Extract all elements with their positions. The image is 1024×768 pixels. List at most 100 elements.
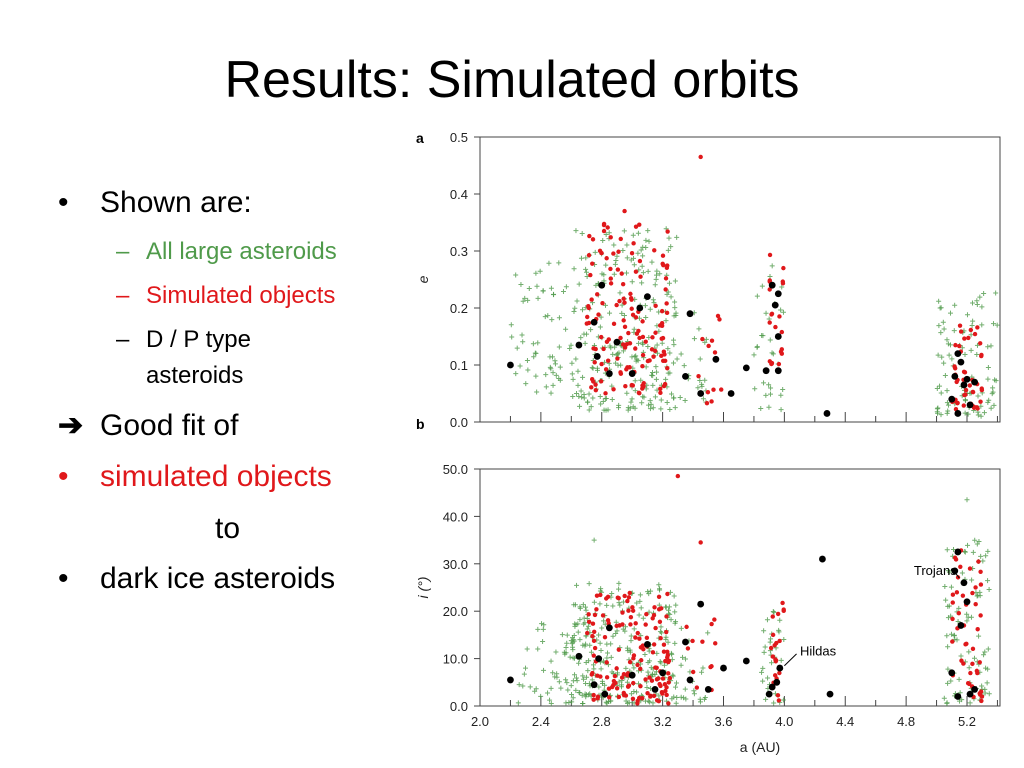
green-cross-point [634, 689, 640, 695]
green-cross-point [958, 653, 964, 659]
green-cross-point [569, 360, 575, 366]
green-cross-point [653, 364, 659, 370]
green-cross-point [572, 672, 578, 678]
red-dot-point [768, 645, 774, 651]
red-dot-point [647, 675, 652, 680]
green-cross-point [761, 628, 767, 634]
red-dot-point [630, 312, 636, 318]
red-dot-point [975, 627, 980, 632]
green-cross-point [956, 605, 962, 611]
green-cross-point [637, 598, 643, 604]
red-dot-point [589, 385, 594, 390]
green-cross-point [597, 601, 603, 607]
red-dot-point [619, 271, 624, 276]
green-cross-point [520, 683, 526, 689]
black-dot-point [651, 686, 659, 693]
red-dot-point [595, 696, 600, 701]
black-dot-point [971, 378, 979, 386]
green-cross-point [520, 339, 526, 345]
red-dot-point [663, 688, 668, 694]
red-dot-point [620, 610, 625, 615]
red-dot-point [657, 619, 663, 625]
black-dot-point [774, 290, 782, 298]
red-dot-point [715, 313, 721, 319]
red-dot-point [773, 324, 778, 330]
green-cross-point [548, 285, 554, 291]
green-cross-point [605, 650, 611, 656]
green-cross-point [624, 255, 630, 261]
green-cross-point [990, 385, 996, 391]
green-cross-point [650, 373, 656, 379]
green-cross-point [566, 700, 572, 706]
red-dot-point [978, 582, 984, 587]
green-cross-point [521, 671, 527, 677]
green-cross-point [632, 405, 638, 411]
red-dot-point [598, 592, 603, 598]
red-dot-point [651, 613, 657, 618]
red-dot-point [622, 593, 627, 599]
green-cross-point [776, 627, 782, 633]
green-cross-point [636, 612, 642, 618]
black-dot-point [966, 690, 974, 698]
y-tick-label: 0.5 [450, 130, 468, 145]
green-cross-point [941, 326, 947, 332]
red-dot-point [611, 321, 617, 327]
green-cross-point [778, 392, 784, 398]
green-cross-point [589, 365, 595, 371]
red-dot-point [662, 682, 668, 687]
green-cross-point [984, 680, 990, 686]
green-cross-point [648, 401, 654, 407]
black-dot-point [686, 676, 694, 684]
red-dot-point [964, 641, 969, 646]
red-dot-point [600, 613, 606, 618]
green-cross-point [754, 293, 760, 299]
green-cross-point [769, 660, 775, 666]
green-cross-point [672, 620, 678, 626]
green-cross-point [667, 611, 673, 617]
green-cross-point [573, 356, 579, 362]
green-cross-point [596, 684, 602, 690]
green-cross-point [591, 537, 597, 543]
red-dot-point [978, 689, 984, 694]
red-dot-point [781, 265, 786, 271]
green-cross-point [556, 679, 562, 685]
green-cross-point [952, 302, 958, 308]
red-dot-point [599, 361, 604, 367]
black-dot-point [819, 555, 826, 563]
green-cross-point [610, 603, 616, 609]
green-cross-point [681, 363, 687, 369]
bullet-shown: • Shown are: [58, 186, 252, 220]
green-cross-point [554, 674, 560, 680]
red-dot-point [585, 314, 590, 320]
red-dot-point [658, 386, 663, 392]
green-cross-point [985, 344, 991, 350]
red-dot-point [630, 605, 635, 610]
green-cross-point [771, 700, 777, 706]
green-cross-point [603, 262, 609, 268]
red-dot-point [630, 696, 636, 701]
green-cross-point [543, 372, 549, 378]
red-dot-point [611, 251, 616, 256]
green-cross-point [665, 247, 671, 253]
red-dot-point [616, 694, 622, 700]
red-dot-point [968, 327, 974, 333]
green-cross-point [678, 662, 684, 668]
green-cross-point [760, 333, 766, 339]
red-dot-point [595, 292, 600, 297]
green-cross-point [639, 263, 645, 269]
red-dot-point [959, 658, 964, 663]
green-cross-point [779, 284, 785, 290]
red-dot-point [598, 379, 604, 384]
red-dot-point [620, 281, 626, 287]
green-cross-point [659, 630, 665, 636]
green-cross-point [615, 362, 621, 368]
green-cross-point [680, 654, 686, 660]
red-dot-point [652, 348, 658, 354]
green-cross-point [607, 698, 613, 704]
green-cross-point [697, 696, 703, 702]
red-dot-point [968, 670, 973, 676]
green-cross-point [982, 649, 988, 655]
black-dot-point [605, 370, 613, 377]
green-cross-point [540, 288, 546, 294]
green-cross-point [515, 700, 521, 706]
